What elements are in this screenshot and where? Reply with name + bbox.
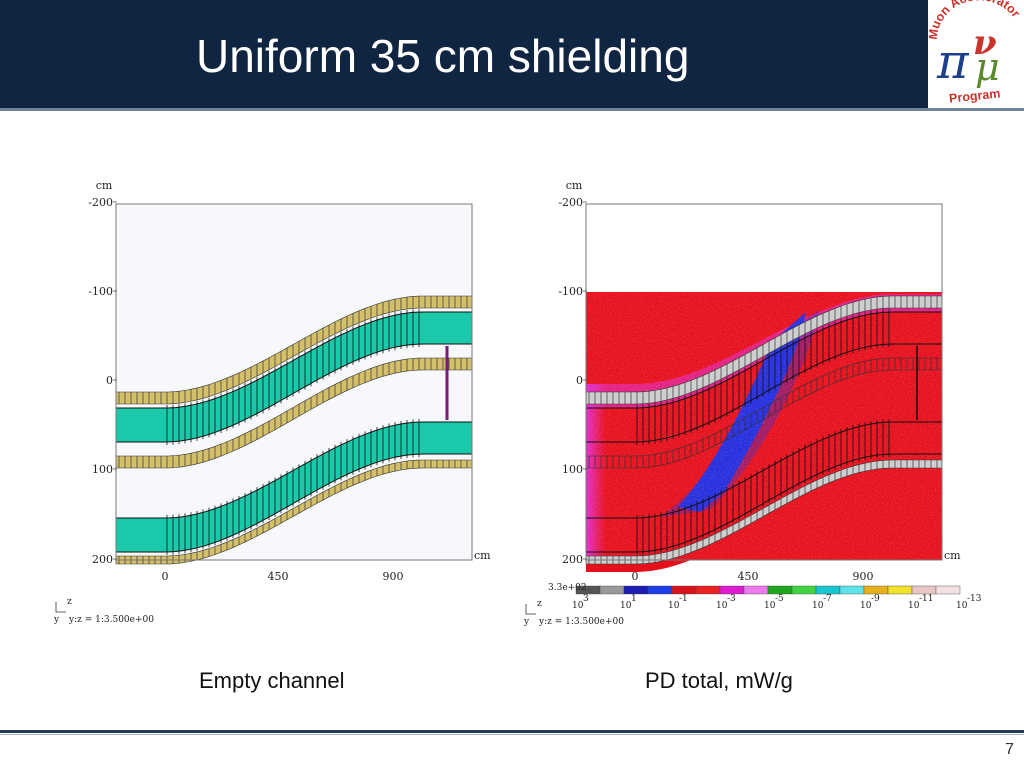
x-tick-label: 450 xyxy=(738,570,759,583)
colorbar-tick-exponent: -13 xyxy=(967,594,982,604)
colorbar-tick-base: 10 xyxy=(716,601,728,611)
colorbar-max-label: 3.3e+02 xyxy=(548,583,587,593)
y-tick-label: 100 xyxy=(562,463,583,476)
x-unit-label: cm xyxy=(474,549,491,562)
y-tick-label: 0 xyxy=(576,374,583,387)
colorbar-swatch xyxy=(935,585,961,595)
colorbar-tick-exponent: -3 xyxy=(727,594,736,604)
plot-frame xyxy=(585,203,943,561)
caption-empty-channel: Empty channel xyxy=(199,668,345,693)
y-tick-label: -200 xyxy=(558,196,583,209)
colorbar-tick-base: 10 xyxy=(860,601,872,611)
colorbar-tick-exponent: -1 xyxy=(679,594,688,604)
colorbar-swatch xyxy=(719,585,745,595)
colorbar-tick-base: 10 xyxy=(956,601,968,611)
colorbar-swatch xyxy=(767,585,793,595)
y-unit-label: cm xyxy=(96,179,113,192)
y-unit-label: cm xyxy=(566,179,583,192)
x-tick-label: 0 xyxy=(162,570,169,583)
magnet-channel-upper-coils xyxy=(636,309,890,445)
axis-y-label: y xyxy=(523,617,530,627)
axis-z-label: z xyxy=(67,597,72,607)
y-tick-label: -100 xyxy=(558,285,583,298)
x-tick-label: 900 xyxy=(383,570,404,583)
magnet-channel-lower-coils xyxy=(636,419,890,555)
shield-upper-segments xyxy=(588,296,938,404)
logo-nu-symbol: ν xyxy=(973,23,997,63)
plot-frame xyxy=(115,203,473,561)
empty-channel-figure: cm -200 -100 0 100 200 0 450 900 cm z y y:z = 1:3.50… xyxy=(40,172,500,632)
colorbar-tick-base: 10 xyxy=(908,601,920,611)
colorbar-swatch xyxy=(791,585,817,595)
shield-middle-segments xyxy=(118,358,468,468)
colorbar-tick-exponent: 3 xyxy=(583,594,589,604)
empty-region xyxy=(586,204,942,292)
caption-power-density: PD total, mW/g xyxy=(645,668,793,693)
orientation-icon xyxy=(525,604,536,615)
magnet-channel-lower-coils xyxy=(166,419,420,555)
colorbar-tick-exponent: 1 xyxy=(631,594,637,604)
x-unit-label: cm xyxy=(944,549,961,562)
colorbar-tick-exponent: -7 xyxy=(823,594,832,604)
colorbar-swatch xyxy=(647,585,673,595)
colorbar-tick-exponent: -11 xyxy=(919,594,934,604)
axis-z-label: z xyxy=(537,599,542,609)
footer-divider xyxy=(0,730,1024,733)
map-logo: Muon Accelerator π ν μ Program xyxy=(929,0,1024,108)
scale-ratio-label: y:z = 1:3.500e+00 xyxy=(538,617,624,627)
colorbar-swatch xyxy=(839,585,865,595)
y-tick-label: 0 xyxy=(106,374,113,387)
shield-lower-segments xyxy=(588,460,938,564)
y-tick-label: 200 xyxy=(92,553,113,566)
colorbar-tick-base: 10 xyxy=(764,601,776,611)
colorbar: 3.3e+0210310110-110-310-510-710-910-1110… xyxy=(548,583,982,611)
power-density-heatmap xyxy=(586,292,942,572)
axis-y-label: y xyxy=(53,615,60,625)
colorbar-swatch xyxy=(863,585,889,595)
power-density-figure: cm -200 -100 0 100 200 0 450 900 cm 3.3e+02 10 3 10 1 1… xyxy=(510,172,982,632)
colorbar-tick-base: 10 xyxy=(572,601,584,611)
page-number: 7 xyxy=(1005,741,1014,758)
header-divider xyxy=(0,108,1024,111)
scale-ratio-label: y:z = 1:3.500e+00 xyxy=(68,615,154,625)
slide-title: Uniform 35 cm shielding xyxy=(196,30,690,82)
footer-divider-thin xyxy=(0,734,1024,735)
colorbar-swatch xyxy=(599,585,625,595)
colorbar-swatch xyxy=(911,585,937,595)
y-tick-label: -100 xyxy=(88,285,113,298)
logo-mu-symbol: μ xyxy=(975,45,1000,89)
y-tick-label: -200 xyxy=(88,196,113,209)
colorbar-tick-base: 10 xyxy=(620,601,632,611)
magnet-channel-upper-coils xyxy=(166,309,420,445)
colorbar-swatch xyxy=(623,585,649,595)
logo-program-text: Program xyxy=(948,86,1001,105)
shield-middle-segments xyxy=(588,358,938,468)
x-tick-label: 900 xyxy=(853,570,874,583)
colorbar-swatch xyxy=(887,585,913,595)
logo-pi-symbol: π xyxy=(936,34,970,90)
shield-upper-segments xyxy=(118,296,468,404)
x-tick-label: 450 xyxy=(268,570,289,583)
colorbar-tick-exponent: -5 xyxy=(775,594,784,604)
title-bar: Uniform 35 cm shielding xyxy=(0,0,928,108)
colorbar-swatch xyxy=(743,585,769,595)
colorbar-tick-exponent: -9 xyxy=(871,594,880,604)
colorbar-swatch xyxy=(815,585,841,595)
y-tick-label: 200 xyxy=(562,553,583,566)
colorbar-swatch xyxy=(671,585,697,595)
colorbar-tick-base: 10 xyxy=(668,601,680,611)
x-tick-label: 0 xyxy=(632,570,639,583)
orientation-icon xyxy=(55,602,66,613)
colorbar-swatch xyxy=(695,585,721,595)
y-tick-label: 100 xyxy=(92,463,113,476)
colorbar-tick-base: 10 xyxy=(812,601,824,611)
